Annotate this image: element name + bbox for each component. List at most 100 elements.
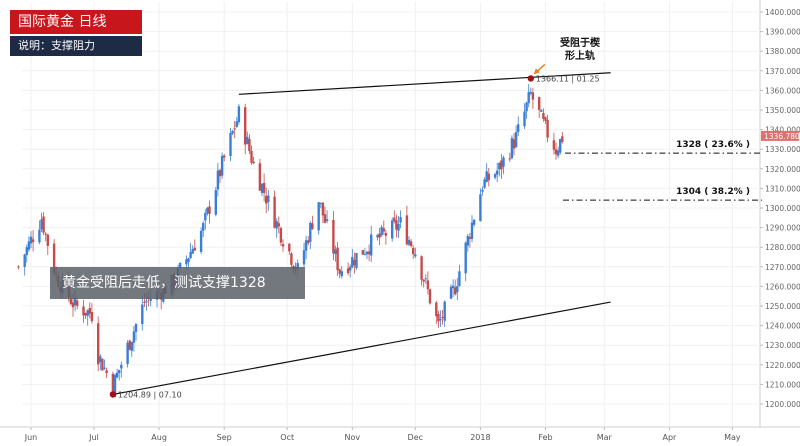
- candlestick-series: [17, 84, 564, 398]
- candle-body: [319, 202, 322, 204]
- candle-body: [523, 111, 526, 127]
- candle-body: [414, 254, 417, 257]
- high-marker: [527, 75, 534, 82]
- candle-body: [395, 220, 398, 230]
- candle-body: [185, 259, 188, 265]
- candle-body: [559, 139, 562, 153]
- x-tick-label: Nov: [344, 433, 360, 442]
- x-tick-label: Dec: [408, 433, 423, 442]
- y-tick-label: 1310.000: [765, 184, 800, 193]
- y-tick-label: 1240.000: [765, 322, 800, 331]
- candle-body: [235, 121, 238, 127]
- candle-body: [141, 304, 144, 325]
- candle-body: [52, 243, 56, 274]
- y-tick-label: 1220.000: [765, 361, 800, 370]
- candle-body: [510, 138, 514, 159]
- candle-body: [412, 247, 415, 255]
- candle-body: [296, 263, 299, 269]
- candle-body: [149, 299, 152, 301]
- candle-body: [325, 219, 329, 221]
- candle-body: [199, 230, 203, 252]
- candle-body: [260, 183, 264, 194]
- candle-body: [451, 285, 455, 289]
- candle-body: [527, 92, 530, 104]
- candle-body: [542, 113, 545, 119]
- candle-body: [250, 150, 253, 163]
- y-tick-label: 1260.000: [765, 282, 800, 291]
- y-tick-label: 1320.000: [765, 165, 800, 174]
- candle-body: [336, 247, 339, 271]
- candle-body: [496, 170, 499, 175]
- candle-body: [346, 268, 350, 274]
- candle-body: [363, 254, 367, 256]
- low-marker: [109, 391, 117, 398]
- candle-body: [487, 173, 490, 181]
- candle-body: [134, 324, 138, 332]
- candle-body: [399, 217, 402, 223]
- candle-body: [23, 254, 26, 267]
- arrow-head-icon: [533, 68, 540, 75]
- candle-body: [468, 237, 472, 239]
- candle-body: [223, 155, 226, 158]
- candle-body: [248, 138, 251, 152]
- candle-body: [439, 319, 442, 321]
- candle-body: [252, 161, 255, 164]
- candle-body: [202, 223, 205, 231]
- candle-body: [470, 222, 474, 239]
- candle-body: [420, 256, 423, 280]
- candle-body: [265, 195, 268, 204]
- y-tick-label: 1330.000: [765, 145, 800, 154]
- candle-body: [370, 234, 373, 256]
- candle-body: [101, 359, 104, 371]
- candle-body: [304, 240, 308, 251]
- candle-body: [307, 240, 310, 244]
- analysis-callout: 黄金受阻后走低，测试支撑1328: [50, 267, 305, 299]
- candle-body: [69, 298, 73, 305]
- x-tick-label: Jul: [88, 433, 99, 442]
- candle-body: [193, 247, 196, 251]
- x-tick-label: Sep: [217, 433, 232, 442]
- candle-body: [317, 202, 320, 231]
- candle-body: [229, 133, 232, 156]
- y-tick-label: 1340.000: [765, 126, 800, 135]
- candle-body: [561, 136, 564, 142]
- candle-body: [29, 236, 33, 244]
- price-markers: 1366.11 | 01.25 1204.89 | 07.10: [109, 63, 600, 399]
- candle-body: [206, 207, 209, 214]
- candle-body: [407, 239, 411, 245]
- x-tick-label: 2018: [470, 433, 490, 442]
- candle-body: [288, 243, 291, 252]
- candle-body: [84, 312, 87, 316]
- x-tick-label: May: [724, 433, 741, 442]
- candle-body: [554, 149, 558, 155]
- candle-body: [115, 372, 119, 378]
- time-axis: Jun Jul Aug Sep Oct Nov Dec 2018 Feb Mar Apr May: [24, 427, 741, 442]
- fib-level-label: 1328 ( 23.6% ): [676, 140, 750, 150]
- candle-body: [17, 266, 20, 268]
- candle-body: [237, 106, 241, 123]
- candle-body: [44, 233, 47, 235]
- y-tick-label: 1400.000: [765, 8, 800, 17]
- candle-body: [512, 139, 516, 149]
- x-tick-label: Jun: [24, 433, 38, 442]
- candle-body: [323, 214, 327, 223]
- candle-body: [485, 171, 488, 182]
- y-tick-label: 1250.000: [765, 302, 800, 311]
- candle-body: [267, 195, 270, 203]
- low-label: 1204.89 | 07.10: [118, 390, 182, 399]
- candle-body: [231, 130, 234, 134]
- chart-subtitle: 说明：支撑阻力: [10, 36, 142, 56]
- candle-body: [426, 280, 430, 290]
- candle-body: [90, 311, 94, 322]
- fib-levels: 1328 ( 23.6% ) 1304 ( 38.2% ): [563, 140, 762, 201]
- y-tick-label: 1380.000: [765, 47, 800, 56]
- candle-body: [40, 219, 43, 230]
- candle-body: [46, 234, 49, 246]
- chart-grid: [0, 0, 800, 428]
- y-tick-label: 1210.000: [765, 380, 800, 389]
- candle-body: [126, 342, 129, 365]
- candle-body: [189, 251, 192, 259]
- candle-body: [466, 236, 469, 246]
- candle-body: [349, 266, 352, 271]
- candle-body: [472, 219, 476, 225]
